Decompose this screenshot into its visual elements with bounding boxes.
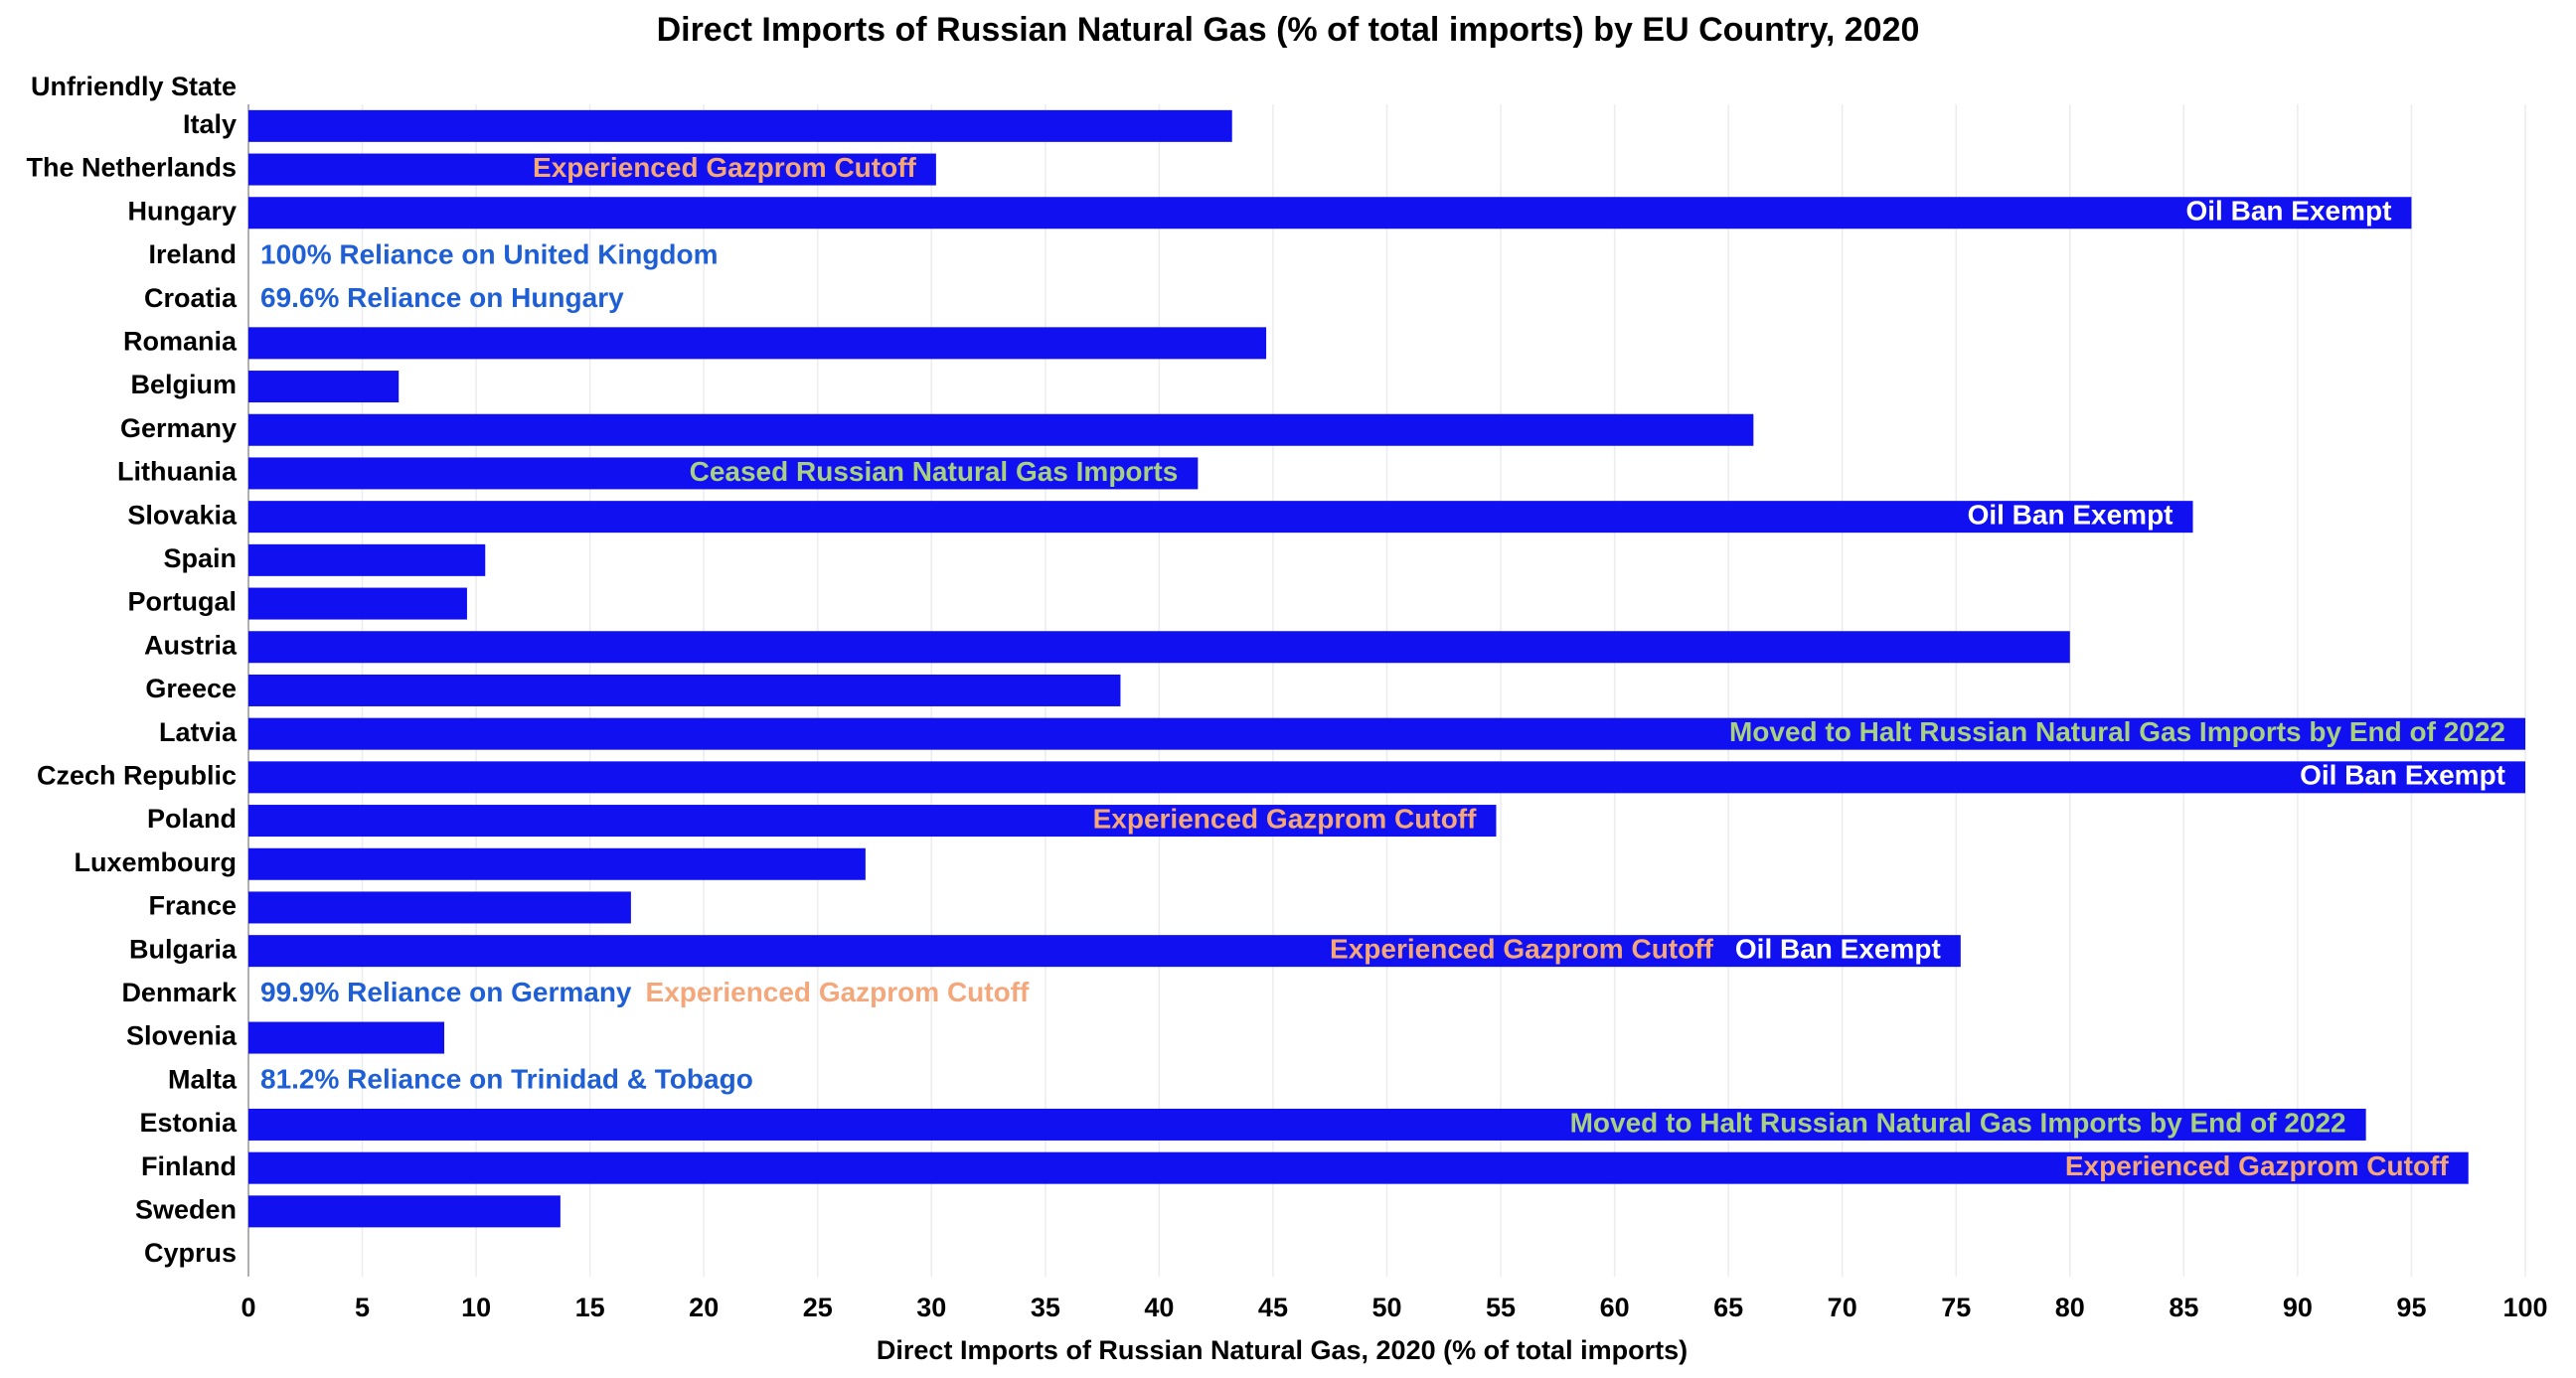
bar [248, 761, 2525, 794]
x-tick-label: 65 [1713, 1293, 1743, 1322]
x-tick-label: 85 [2169, 1293, 2198, 1322]
x-tick-label: 75 [1941, 1293, 1971, 1322]
bar [248, 109, 1232, 142]
bar [248, 501, 2193, 534]
annotation: Moved to Halt Russian Natural Gas Import… [1729, 716, 2505, 747]
y-axis-label: Unfriendly State [31, 72, 237, 101]
bar [248, 631, 2070, 664]
bar [248, 1151, 2469, 1184]
y-tick-label: Cyprus [144, 1238, 237, 1268]
y-tick-label: Portugal [127, 587, 237, 617]
annotation: Oil Ban Exempt [2300, 760, 2505, 791]
annotation: Experienced Gazprom Cutoff [646, 977, 1031, 1007]
bar [248, 805, 1497, 838]
y-tick-label: Spain [163, 543, 237, 573]
annotation: Moved to Halt Russian Natural Gas Import… [1570, 1107, 2346, 1138]
x-tick-label: 95 [2396, 1293, 2426, 1322]
bar [248, 935, 1961, 968]
y-tick-label: Belgium [130, 370, 237, 399]
annotation: 69.6% Reliance on Hungary [260, 282, 624, 313]
annotation: Experienced Gazprom Cutoff [1330, 934, 1714, 965]
x-tick-label: 45 [1258, 1293, 1288, 1322]
bar [248, 891, 631, 924]
bar [248, 1021, 445, 1054]
y-tick-label: Bulgaria [129, 934, 238, 964]
bar [248, 543, 486, 576]
x-tick-label: 40 [1144, 1293, 1174, 1322]
bar [248, 457, 1199, 490]
x-tick-label: 35 [1031, 1293, 1060, 1322]
x-tick-label: 60 [1600, 1293, 1630, 1322]
annotation: 99.9% Reliance on Germany [260, 977, 632, 1007]
bar [248, 1108, 2366, 1141]
x-tick-label: 0 [241, 1293, 255, 1322]
y-tick-label: Croatia [144, 283, 238, 313]
bar [248, 674, 1121, 706]
bar [248, 153, 936, 186]
bar [248, 847, 866, 880]
annotation: Oil Ban Exempt [1968, 500, 2174, 531]
y-tick-label: Slovakia [127, 500, 238, 530]
y-tick-label: Czech Republic [37, 760, 237, 790]
y-tick-label: Poland [147, 804, 237, 834]
chart-title: Direct Imports of Russian Natural Gas (%… [657, 11, 1920, 49]
y-tick-label: Latvia [159, 717, 238, 747]
y-tick-label: Lithuania [117, 457, 238, 487]
annotation: 81.2% Reliance on Trinidad & Tobago [260, 1064, 753, 1095]
y-tick-label: Sweden [135, 1194, 237, 1224]
x-tick-label: 90 [2283, 1293, 2313, 1322]
y-tick-label: Romania [123, 326, 238, 356]
x-tick-label: 55 [1486, 1293, 1516, 1322]
bar [248, 371, 400, 403]
bar [248, 717, 2525, 750]
bar [248, 327, 1267, 360]
x-tick-label: 50 [1371, 1293, 1401, 1322]
x-tick-label: 15 [575, 1293, 605, 1322]
y-tick-label: Austria [144, 630, 238, 660]
x-axis-label: Direct Imports of Russian Natural Gas, 2… [877, 1335, 1688, 1365]
annotation: Oil Ban Exempt [2186, 196, 2392, 227]
x-tick-label: 100 [2502, 1293, 2547, 1322]
annotation: 100% Reliance on United Kingdom [260, 238, 719, 269]
x-tick-label: 30 [916, 1293, 946, 1322]
bar [248, 1195, 561, 1228]
y-tick-label: Italy [183, 109, 237, 139]
y-tick-label: Hungary [127, 196, 237, 226]
y-tick-label: France [148, 891, 237, 921]
y-tick-label: The Netherlands [26, 153, 237, 183]
y-tick-label: Denmark [121, 978, 238, 1007]
y-tick-label: Estonia [139, 1108, 238, 1138]
x-tick-label: 20 [689, 1293, 719, 1322]
x-tick-label: 80 [2055, 1293, 2085, 1322]
x-tick-label: 10 [461, 1293, 491, 1322]
bar [248, 197, 2412, 230]
y-tick-label: Slovenia [126, 1021, 238, 1051]
bar [248, 587, 467, 620]
annotation: Experienced Gazprom Cutoff [533, 152, 917, 183]
x-tick-label: 25 [803, 1293, 833, 1322]
y-tick-label: Finland [141, 1151, 237, 1181]
y-tick-label: Malta [168, 1064, 238, 1094]
x-tick-label: 70 [1828, 1293, 1857, 1322]
y-tick-label: Luxembourg [74, 847, 237, 877]
x-tick-label: 5 [355, 1293, 370, 1322]
annotation: Experienced Gazprom Cutoff [2065, 1150, 2450, 1181]
annotation: Experienced Gazprom Cutoff [1093, 803, 1478, 834]
y-tick-label: Ireland [148, 239, 237, 269]
bar [248, 413, 1754, 446]
y-tick-label: Greece [145, 674, 237, 703]
annotation: Ceased Russian Natural Gas Imports [690, 456, 1179, 487]
annotation: Oil Ban Exempt [1735, 934, 1941, 965]
y-tick-label: Germany [120, 413, 237, 443]
